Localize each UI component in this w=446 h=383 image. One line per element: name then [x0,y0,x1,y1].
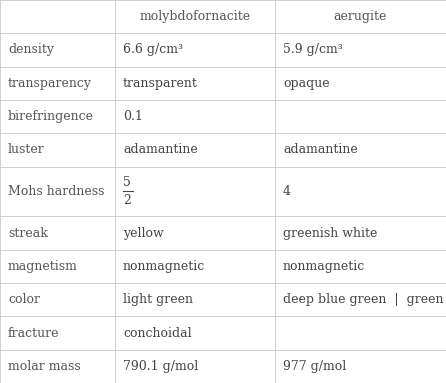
Text: 2: 2 [123,194,131,207]
Text: magnetism: magnetism [8,260,78,273]
Text: color: color [8,293,40,306]
Text: deep blue green  |  green: deep blue green | green [283,293,443,306]
Text: nonmagnetic: nonmagnetic [283,260,365,273]
Text: yellow: yellow [123,227,164,240]
Text: Mohs hardness: Mohs hardness [8,185,104,198]
Text: 6.6 g/cm³: 6.6 g/cm³ [123,43,183,56]
Text: nonmagnetic: nonmagnetic [123,260,205,273]
Text: 4: 4 [283,185,291,198]
Text: transparency: transparency [8,77,92,90]
Text: density: density [8,43,54,56]
Text: adamantine: adamantine [123,143,198,156]
Text: birefringence: birefringence [8,110,94,123]
Text: 977 g/mol: 977 g/mol [283,360,346,373]
Text: greenish white: greenish white [283,227,377,240]
Text: 790.1 g/mol: 790.1 g/mol [123,360,198,373]
Text: adamantine: adamantine [283,143,358,156]
Text: conchoidal: conchoidal [123,327,192,340]
Text: opaque: opaque [283,77,330,90]
Text: luster: luster [8,143,45,156]
Text: 0.1: 0.1 [123,110,143,123]
Text: molybdofornacite: molybdofornacite [140,10,251,23]
Text: transparent: transparent [123,77,198,90]
Text: aerugite: aerugite [334,10,387,23]
Text: streak: streak [8,227,48,240]
Text: 5: 5 [123,176,131,189]
Text: molar mass: molar mass [8,360,81,373]
Text: 5.9 g/cm³: 5.9 g/cm³ [283,43,343,56]
Text: fracture: fracture [8,327,59,340]
Text: light green: light green [123,293,193,306]
